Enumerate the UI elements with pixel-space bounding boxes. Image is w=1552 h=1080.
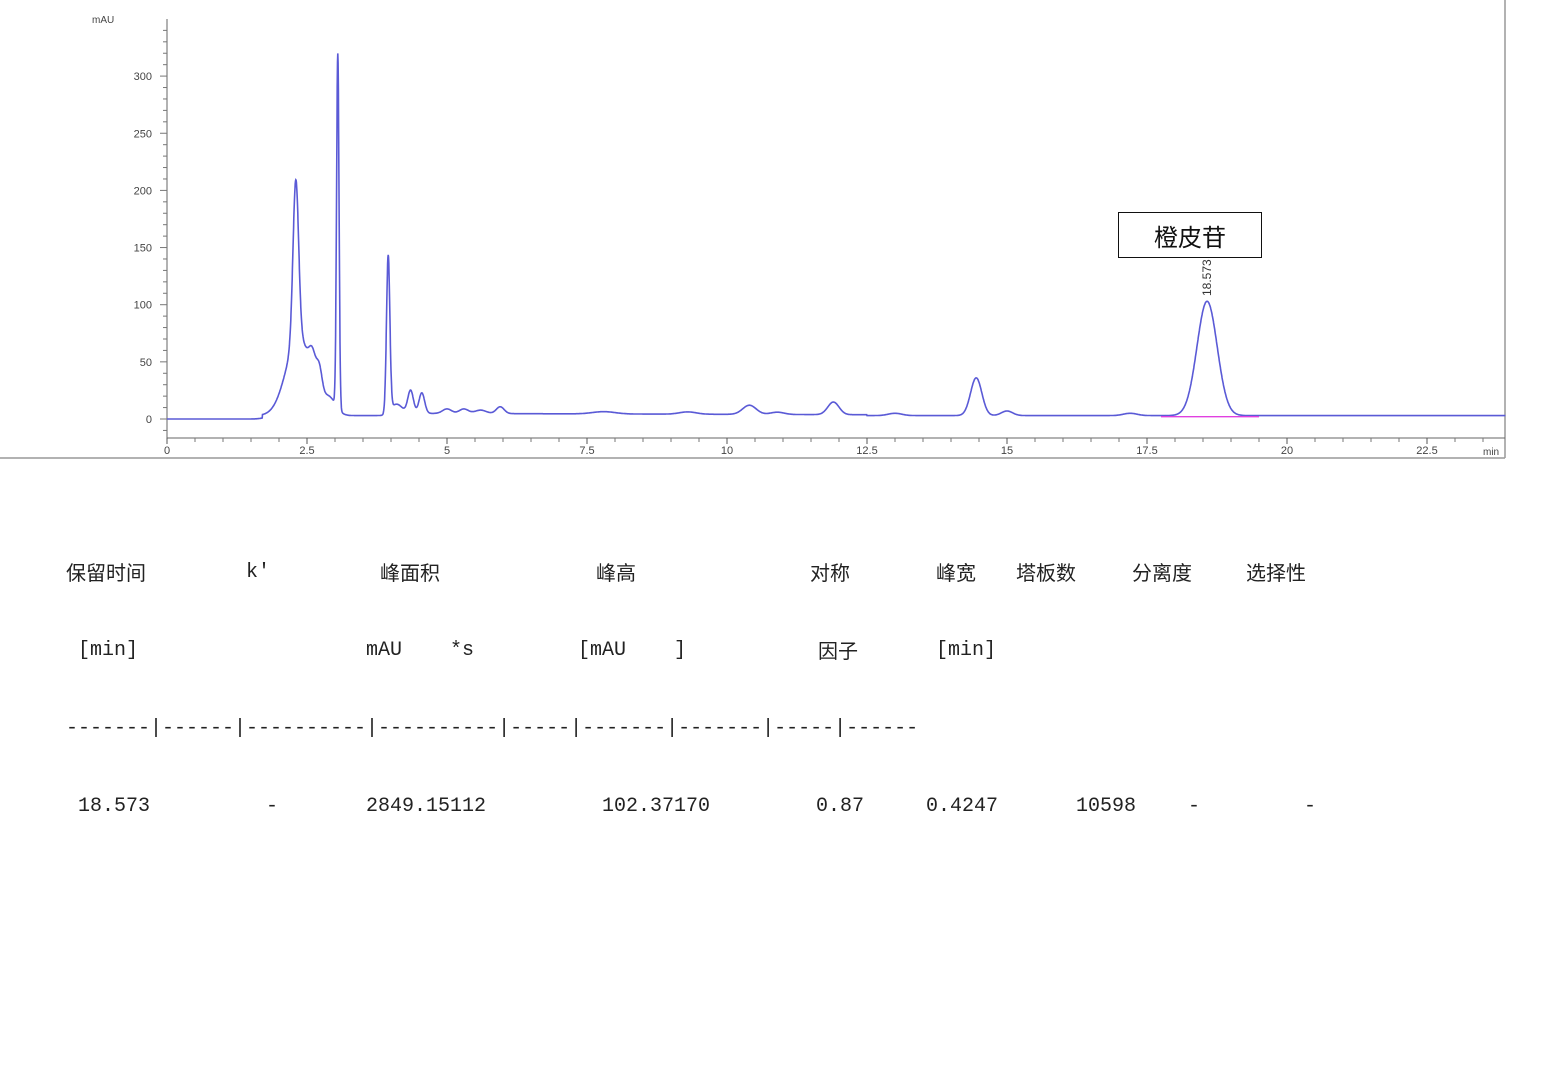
x-tick-label: 0 <box>164 445 170 457</box>
chromatogram-trace <box>167 53 1506 420</box>
y-tick-label: 100 <box>134 300 152 312</box>
header-plates: 塔板数 <box>1016 561 1076 585</box>
x-tick-label: 10 <box>721 445 733 457</box>
x-tick-label: 5 <box>444 445 450 457</box>
header-k: k' <box>246 561 271 584</box>
x-tick-label: 12.5 <box>856 445 877 457</box>
chromatogram-chart: 0 50 100 150 200 250 300 mAU 0 2.5 5 7.5 10 12.5 15 17.… <box>0 0 1506 459</box>
y-tick-label: 200 <box>134 185 152 197</box>
header-selectivity: 选择性 <box>1246 561 1306 585</box>
unit-area: mAU *s <box>366 639 475 662</box>
y-tick-label: 250 <box>134 128 152 140</box>
x-axis-label: min <box>1483 447 1499 458</box>
x-tick-label: 7.5 <box>579 445 594 457</box>
header-symmetry: 对称 <box>810 561 850 585</box>
y-tick-label: 0 <box>146 414 152 426</box>
y-tick-label: 50 <box>140 357 152 369</box>
axes: 0 50 100 150 200 250 300 mAU 0 2.5 5 7.5 10 12.5 15 17.… <box>0 0 1506 459</box>
x-tick-label: 2.5 <box>299 445 314 457</box>
header-height: 峰高 <box>596 561 636 585</box>
x-tick-label: 17.5 <box>1136 445 1157 457</box>
table-row: 18.573 - 2849.15112 102.37170 0.87 0.424… <box>78 795 1317 818</box>
x-tick-label: 20 <box>1281 445 1293 457</box>
y-tick-label: 300 <box>134 71 152 83</box>
y-axis-label: mAU <box>92 15 114 26</box>
x-tick-label: 22.5 <box>1416 445 1437 457</box>
x-tick-label: 15 <box>1001 445 1013 457</box>
header-area: 峰面积 <box>380 561 440 585</box>
y-tick-label: 150 <box>134 243 152 255</box>
header-resolution: 分离度 <box>1132 561 1192 585</box>
table-header-row1: 保留时间 k' 峰面积 峰高 对称 峰宽 塔板数 分离度 选择性 <box>66 560 1306 586</box>
unit-symmetry: 因子 <box>818 639 858 663</box>
peak-label: 18.573 <box>1200 259 1214 296</box>
header-width: 峰宽 <box>936 561 976 585</box>
unit-width: [min] <box>936 639 997 662</box>
table-header-row2: [min] mAU *s [mAU ] 因子 [min] <box>66 638 996 664</box>
unit-height: [mAU ] <box>578 639 687 662</box>
table-separator: -------|------|----------|----------|---… <box>66 717 919 740</box>
header-rt: 保留时间 <box>66 561 146 585</box>
compound-annotation: 橙皮苷 <box>1118 212 1262 258</box>
unit-rt: [min] <box>78 639 139 662</box>
peak-table: 保留时间 k' 峰面积 峰高 对称 峰宽 塔板数 分离度 选择性 [min] m… <box>66 508 1317 846</box>
